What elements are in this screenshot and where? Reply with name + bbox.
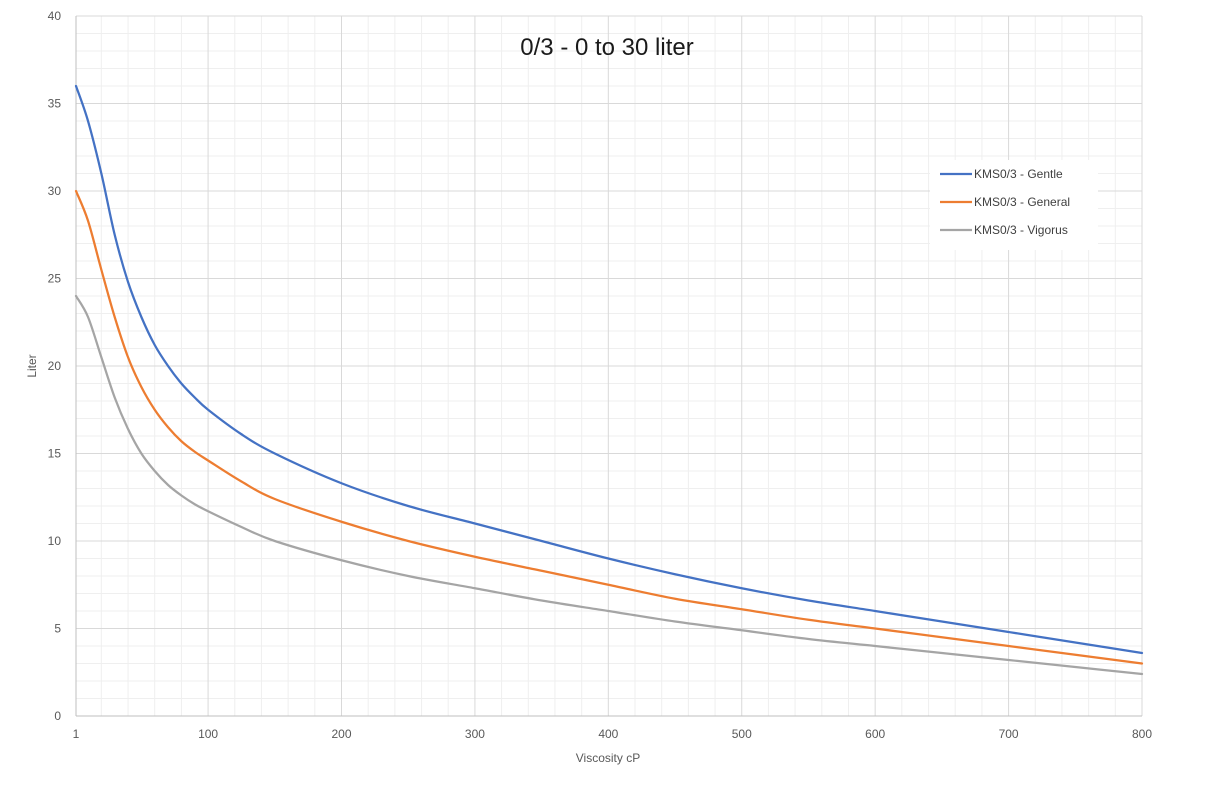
- y-tick-label: 40: [48, 9, 62, 23]
- x-tick-label: 800: [1132, 727, 1152, 741]
- y-tick-label: 15: [48, 447, 62, 461]
- series-line-1: [74, 84, 1144, 655]
- y-tick-label: 10: [48, 534, 62, 548]
- y-tick-label: 0: [54, 709, 61, 723]
- series-line-2: [74, 189, 1144, 665]
- axes: [75, 16, 1142, 717]
- y-tick-label: 20: [48, 359, 62, 373]
- x-tick-labels: 1 100 200 300 400 500 600 700 800: [73, 727, 1153, 741]
- y-tick-label: 25: [48, 272, 62, 286]
- legend-label: KMS0/3 - Vigorus: [974, 223, 1068, 237]
- x-tick-label: 1: [73, 727, 80, 741]
- series-line-3: [74, 294, 1144, 676]
- y-tick-label: 35: [48, 97, 62, 111]
- x-tick-label: 500: [732, 727, 752, 741]
- y-tick-label: 5: [54, 622, 61, 636]
- legend-label: KMS0/3 - General: [974, 195, 1070, 209]
- x-axis-title: Viscosity cP: [576, 751, 640, 765]
- x-tick-label: 600: [865, 727, 885, 741]
- x-tick-label: 700: [999, 727, 1019, 741]
- y-axis-title: Liter: [25, 354, 39, 377]
- x-tick-label: 400: [598, 727, 618, 741]
- chart-title: 0/3 - 0 to 30 liter: [520, 34, 693, 61]
- series-lines: [74, 84, 1144, 676]
- y-tick-labels: 0 5 10 15 20 25 30 35 40: [48, 9, 62, 723]
- x-tick-label: 100: [198, 727, 218, 741]
- legend-label: KMS0/3 - Gentle: [974, 167, 1063, 181]
- legend: KMS0/3 - Gentle KMS0/3 - General KMS0/3 - …: [930, 160, 1098, 250]
- x-tick-label: 300: [465, 727, 485, 741]
- x-tick-label: 200: [331, 727, 351, 741]
- y-tick-label: 30: [48, 184, 62, 198]
